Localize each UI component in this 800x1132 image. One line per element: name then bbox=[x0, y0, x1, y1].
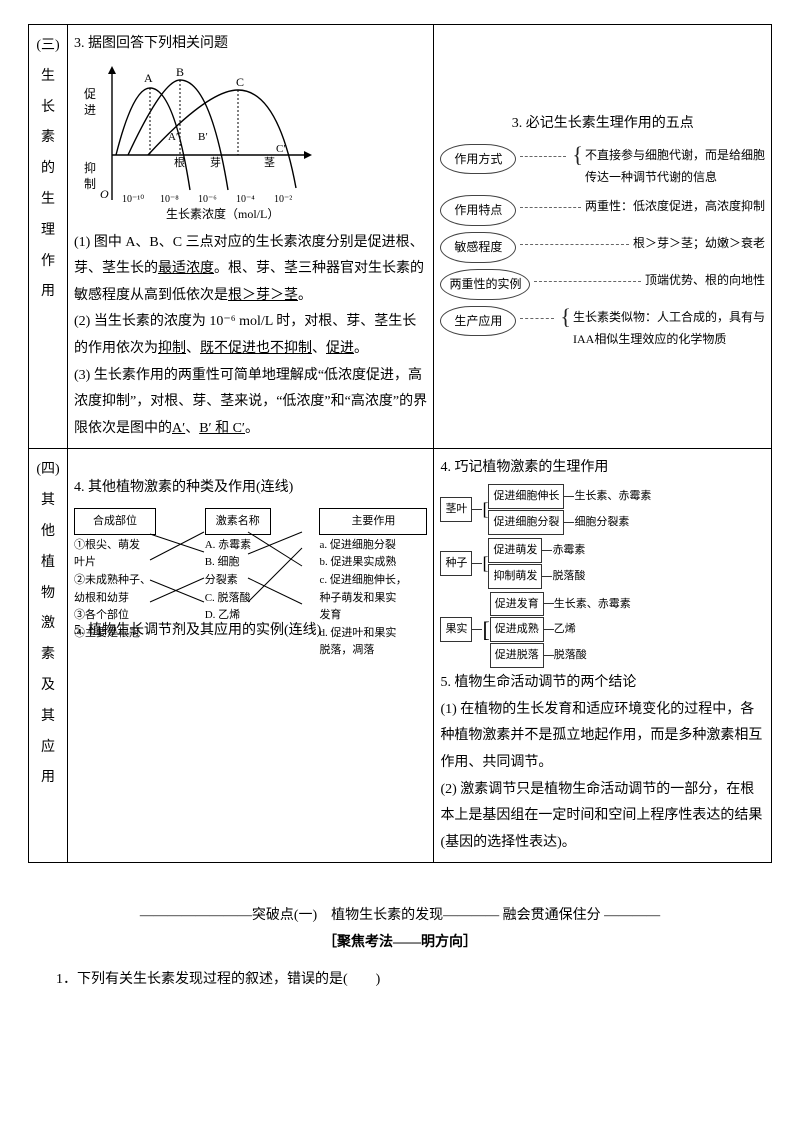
question-1: 1．下列有关生长素发现过程的叙述，错误的是( ) bbox=[28, 967, 772, 994]
p3-1: (1) 图中 A、B、C 三点对应的生长素浓度分别是促进根、芽、茎生长的最适浓度… bbox=[74, 230, 427, 310]
r3-title: 3. 必记生长素生理作用的五点 bbox=[440, 111, 765, 138]
q3-title: 3. 据图回答下列相关问题 bbox=[74, 31, 427, 58]
svg-text:A: A bbox=[144, 71, 153, 85]
p3-2: (2) 当生长素的浓度为 10⁻⁶ mol/L 时，对根、芽、茎生长的作用依次为… bbox=[74, 309, 427, 362]
ylabel-up1: 促 bbox=[84, 87, 96, 101]
svg-text:生长素浓度（mol/L）: 生长素浓度（mol/L） bbox=[166, 206, 279, 221]
footer-line2: ［聚焦考法——明方向］ bbox=[28, 930, 772, 957]
svg-text:进: 进 bbox=[84, 103, 96, 117]
auxin-chart: 促 进 抑 制 O 10⁻¹⁰ 10⁻⁸ 10⁻⁶ 10⁻⁴ 10⁻² 生长素浓… bbox=[78, 60, 427, 222]
svg-text:C: C bbox=[236, 75, 244, 89]
footer: ————————突破点(一) 植物生长素的发现———— 融会贯通保住分 ————… bbox=[28, 903, 772, 956]
svg-text:芽: 芽 bbox=[210, 155, 221, 169]
row3-label: (三) 生 长 素 的 生 理 作 用 bbox=[29, 25, 68, 449]
row4-right: 4. 巧记植物激素的生理作用 茎叶 [ 促进细胞伸长生长素、赤霉素 促进细胞分裂… bbox=[434, 449, 772, 863]
svg-text:10⁻⁸: 10⁻⁸ bbox=[160, 194, 179, 205]
svg-text:根: 根 bbox=[174, 155, 185, 169]
hormone-tree: 茎叶 [ 促进细胞伸长生长素、赤霉素 促进细胞分裂细胞分裂素 种子 [ 促进萌发… bbox=[440, 483, 765, 669]
row4-left: 4. 其他植物激素的种类及作用(连线) 合成部位 bbox=[68, 449, 434, 863]
svg-text:制: 制 bbox=[84, 177, 96, 191]
svg-text:10⁻⁶: 10⁻⁶ bbox=[198, 194, 217, 205]
r5-title: 5. 植物生命活动调节的两个结论 bbox=[440, 670, 765, 697]
svg-text:B′: B′ bbox=[198, 131, 208, 143]
footer-line1: ————————突破点(一) 植物生长素的发现———— 融会贯通保住分 ———— bbox=[28, 903, 772, 930]
svg-text:B: B bbox=[176, 65, 184, 79]
svg-text:10⁻¹⁰: 10⁻¹⁰ bbox=[122, 194, 144, 205]
l4-title: 4. 其他植物激素的种类及作用(连线) bbox=[74, 475, 427, 502]
svg-text:10⁻⁴: 10⁻⁴ bbox=[236, 194, 255, 205]
svg-text:抑: 抑 bbox=[84, 160, 96, 175]
r5-p2: (2) 激素调节只是植物生命活动调节的一部分，在根本上是基因组在一定时间和空间上… bbox=[440, 777, 765, 857]
r5-p1: (1) 在植物的生长发育和适应环境变化的过程中，各种植物激素并不是孤立地起作用，… bbox=[440, 697, 765, 777]
svg-text:茎: 茎 bbox=[264, 156, 275, 169]
svg-text:C′: C′ bbox=[276, 143, 286, 155]
svg-text:10⁻²: 10⁻² bbox=[274, 194, 292, 205]
content-table: (三) 生 长 素 的 生 理 作 用 3. 据图回答下列相关问题 促 bbox=[28, 24, 772, 863]
r4-title: 4. 巧记植物激素的生理作用 bbox=[440, 455, 765, 482]
svg-text:A′: A′ bbox=[168, 131, 178, 143]
lianxian-diagram: 合成部位 ①根尖、萌发 叶片 ②未成熟种子、 幼根和幼芽 ③各个部位 ④主要是根… bbox=[74, 508, 427, 618]
bubble-0: 作用方式 bbox=[440, 144, 516, 175]
bubble-list: 作用方式 { 不直接参与细胞代谢，而是给细胞 传达一种调节代谢的信息 作用特点 … bbox=[440, 144, 765, 352]
svg-text:O: O bbox=[100, 187, 109, 201]
row3-left: 3. 据图回答下列相关问题 促 进 抑 制 O 10⁻¹⁰ bbox=[68, 25, 434, 449]
p3-3: (3) 生长素作用的两重性可简单地理解成“低浓度促进，高浓度抑制”，对根、芽、茎… bbox=[74, 363, 427, 443]
row4-label: (四) 其 他 植 物 激 素 及 其 应 用 bbox=[29, 449, 68, 863]
row3-right: 3. 必记生长素生理作用的五点 作用方式 { 不直接参与细胞代谢，而是给细胞 传… bbox=[434, 25, 772, 449]
